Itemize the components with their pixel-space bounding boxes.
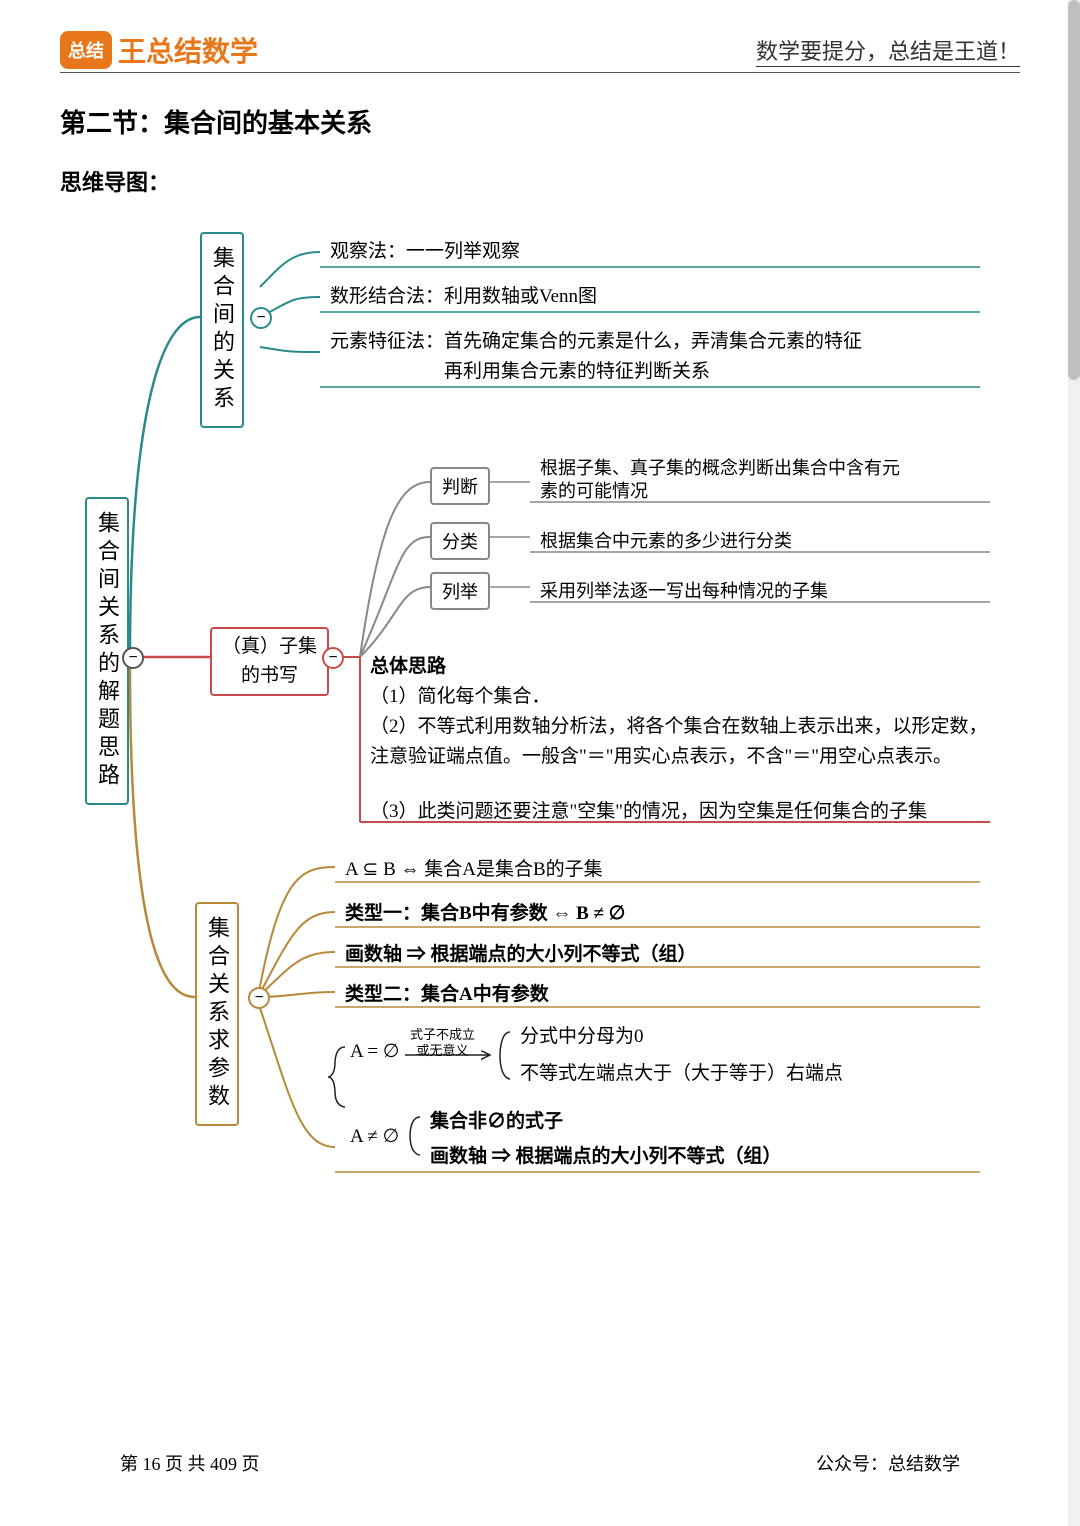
branch1-node: 集合间的关系 [200, 232, 244, 428]
section-title: 第二节：集合间的基本关系 [60, 103, 1020, 140]
branch1-item-2: 数形结合法：利用数轴或Venn图 [330, 282, 597, 312]
mindmap-diagram: 集合间关系的解题思路 − 集合间的关系 − 观察法：一一列举观察 数形结合法：利… [60, 217, 1020, 1177]
branch3-type1: 类型一：集合B中有参数 ⇔ B ≠ ∅ [345, 899, 625, 929]
branch2-text-c: 采用列举法逐一写出每种情况的子集 [540, 577, 828, 606]
branch3-node: 集合关系求参数 [195, 902, 239, 1126]
branch3-nonempty-b: 画数轴 ⇒ 根据端点的大小列不等式（组） [430, 1142, 782, 1172]
mindmap-label: 思维导图： [60, 165, 1020, 197]
branch3-toggle-icon: − [248, 987, 270, 1009]
scrollbar-thumb[interactable] [1068, 0, 1080, 380]
branch1-item-1: 观察法：一一列举观察 [330, 237, 520, 267]
root-node: 集合间关系的解题思路 [85, 497, 129, 805]
page-header: 总结 王总结数学 数学要提分，总结是王道！ [60, 30, 1020, 73]
scrollbar-track[interactable] [1068, 0, 1080, 1526]
branch3-nonempty-a: 集合非∅的式子 [430, 1107, 563, 1137]
branch3-empty-a: 分式中分母为0 [520, 1022, 644, 1052]
branch3-a-empty: A = ∅ [350, 1037, 399, 1067]
branch2-text-a: 根据子集、真子集的概念判断出集合中含有元 素的可能情况 [540, 457, 900, 504]
branch2-general-2: （2）不等式利用数轴分析法，将各个集合在数轴上表示出来，以形定数，注意验证端点值… [370, 712, 990, 773]
branch2-text-b: 根据集合中元素的多少进行分类 [540, 527, 792, 556]
footer-source: 公众号：总结数学 [816, 1450, 960, 1476]
branch2-sub-c: 列举 [430, 572, 490, 610]
page-number: 第 16 页 共 409 页 [120, 1450, 260, 1476]
logo-badge: 总结 [60, 31, 112, 69]
branch3-empty-b: 不等式左端点大于（大于等于）右端点 [520, 1059, 843, 1089]
branch1-toggle-icon: − [250, 307, 272, 329]
header-subtitle: 数学要提分，总结是王道！ [756, 34, 1020, 67]
logo-text: 王总结数学 [118, 30, 258, 70]
page-footer: 第 16 页 共 409 页 公众号：总结数学 [0, 1450, 1080, 1476]
branch1-item-3: 元素特征法：首先确定集合的元素是什么，弄清集合元素的特征 再利用集合元素的特征判… [330, 327, 862, 388]
branch2-general-3: （3）此类问题还要注意"空集"的情况，因为空集是任何集合的子集 [370, 797, 990, 827]
branch3-line1: A ⊆ B ⇔ 集合A是集合B的子集 [345, 855, 603, 885]
root-toggle-icon: − [122, 647, 144, 669]
branch2-general-1: （1）简化每个集合． [370, 682, 990, 712]
branch3-a-nonempty: A ≠ ∅ [350, 1122, 399, 1152]
branch3-type2: 类型二：集合A中有参数 [345, 980, 549, 1010]
branch3-empty-cond: 式子不成立 或无意义 [410, 1027, 475, 1058]
branch2-sub-a: 判断 [430, 467, 490, 505]
branch2-sub-b: 分类 [430, 522, 490, 560]
branch2-node: （真）子集 的书写 [210, 627, 329, 696]
branch3-draw: 画数轴 ⇒ 根据端点的大小列不等式（组） [345, 940, 697, 970]
branch2-toggle-icon: − [322, 647, 344, 669]
branch2-general-title: 总体思路 [370, 652, 446, 682]
